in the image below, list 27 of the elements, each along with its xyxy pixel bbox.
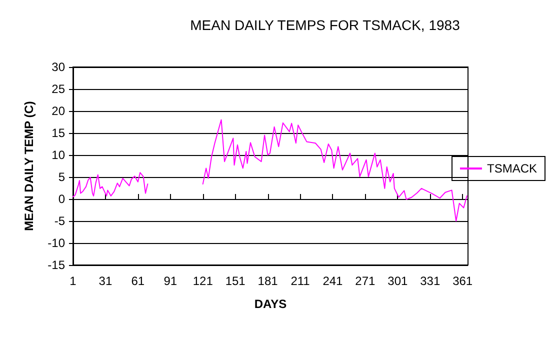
- y-tick-label: -15: [48, 258, 66, 272]
- x-tick-label: 121: [192, 274, 214, 288]
- x-tick-label: 1: [70, 274, 77, 288]
- x-tick-label: 61: [131, 274, 145, 288]
- chart-title: MEAN DAILY TEMPS FOR TSMACK, 1983: [190, 17, 460, 33]
- y-tick-label: 15: [52, 126, 66, 140]
- y-tick-label: 5: [58, 170, 66, 184]
- x-tick-label: 331: [420, 274, 440, 288]
- x-tick-label: 241: [322, 274, 344, 288]
- x-tick-label: 361: [452, 274, 473, 288]
- x-tick-label: 31: [98, 274, 112, 288]
- x-tick-label: 211: [290, 274, 310, 288]
- y-tick-label: 0: [58, 192, 66, 206]
- x-tick-label: 151: [225, 274, 246, 288]
- y-tick-label: 10: [52, 148, 66, 162]
- x-tick-label: 181: [258, 274, 278, 288]
- y-axis-title: MEAN DAILY TEMP (C): [22, 101, 36, 231]
- x-tick-label: 91: [164, 274, 178, 288]
- x-tick-label: 271: [355, 274, 376, 288]
- y-tick-label: -10: [48, 236, 66, 250]
- y-tick-label: -5: [54, 214, 66, 228]
- legend-label: TSMACK: [486, 162, 538, 176]
- x-axis-title: DAYS: [254, 297, 287, 311]
- x-tick-label: 301: [388, 274, 408, 288]
- y-tick-label: 30: [52, 60, 66, 74]
- y-tick-label: 25: [52, 82, 66, 96]
- y-tick-label: 20: [52, 104, 66, 118]
